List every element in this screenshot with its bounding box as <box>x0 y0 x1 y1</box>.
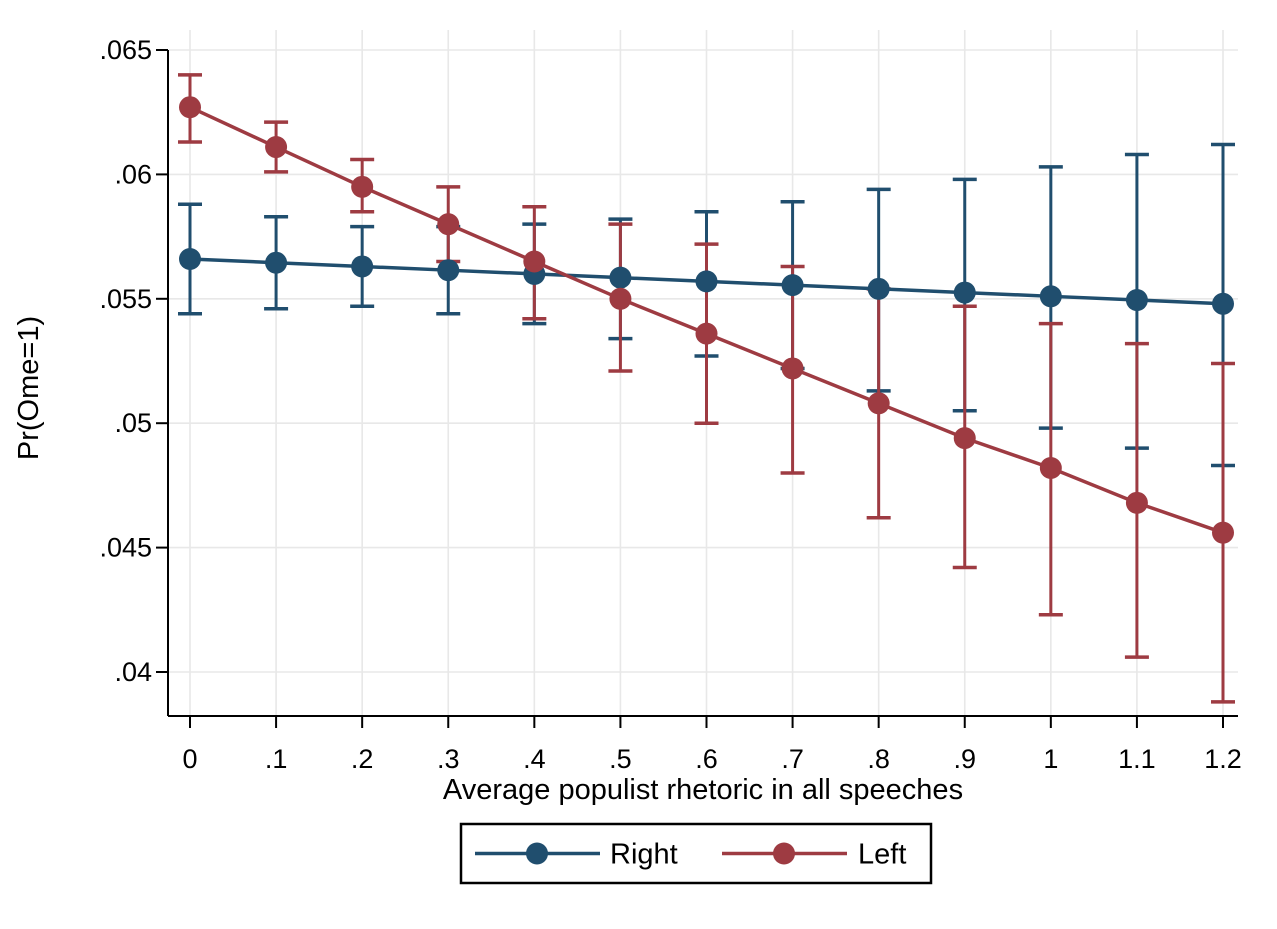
x-tick-label-1.1: 1.1 <box>1118 744 1156 774</box>
y-tick-label-.055: .055 <box>99 284 152 314</box>
markers-left <box>179 96 1234 544</box>
marker-right-0.7 <box>781 274 804 297</box>
marker-right-0.9 <box>953 281 976 304</box>
marker-left-0.2 <box>351 175 374 198</box>
marker-left-0.9 <box>953 427 976 450</box>
x-tick-label-.5: .5 <box>609 744 632 774</box>
x-axis-title: Average populist rhetoric in all speeche… <box>443 774 963 806</box>
marker-right-1 <box>1039 285 1062 308</box>
x-tick-label-.6: .6 <box>695 744 718 774</box>
axes <box>156 49 1238 728</box>
marker-left-0.6 <box>695 322 718 345</box>
marker-left-0.5 <box>609 287 632 310</box>
y-tick-label-.05: .05 <box>114 408 152 438</box>
marker-left-1.2 <box>1212 521 1234 544</box>
y-tick-label-.065: .065 <box>99 35 152 65</box>
legend-marker <box>526 842 548 865</box>
x-tick-label-.8: .8 <box>867 744 890 774</box>
marker-right-0.1 <box>265 251 288 274</box>
y-tick-label-.045: .045 <box>99 533 152 563</box>
legend-item-right: Right <box>475 839 678 871</box>
legend: Right Left <box>459 822 933 885</box>
marker-right-0 <box>179 247 201 270</box>
x-tick-label-.3: .3 <box>437 744 460 774</box>
marker-left-1.1 <box>1125 491 1148 514</box>
x-tick-label-.7: .7 <box>781 744 804 774</box>
marker-left-1 <box>1039 456 1062 479</box>
markers-right <box>179 247 1234 315</box>
marker-right-1.1 <box>1125 289 1148 312</box>
marker-right-0.5 <box>609 266 632 289</box>
marker-right-1.2 <box>1212 292 1234 315</box>
legend-marker <box>773 842 795 865</box>
gridlines <box>169 30 1238 715</box>
marker-left-0.7 <box>781 357 804 380</box>
legend-label-left: Left <box>858 839 906 871</box>
y-tick-label-.06: .06 <box>114 159 152 189</box>
tick-labels: .04 .045 .05 .055 .06 .065 0 .1 .2 .3 .4 .5 .6 .7 .8 .9… <box>99 35 1241 774</box>
legend-label-right: Right <box>610 839 678 871</box>
marker-right-0.2 <box>351 255 374 278</box>
legend-item-left: Left <box>722 839 906 871</box>
marker-left-0.1 <box>265 136 288 159</box>
marker-left-0.3 <box>437 213 460 236</box>
y-tick-label-.04: .04 <box>114 657 152 687</box>
marker-right-0.3 <box>437 259 460 282</box>
x-tick-label-1.2: 1.2 <box>1204 744 1242 774</box>
x-tick-label-.4: .4 <box>523 744 546 774</box>
marker-left-0.4 <box>523 250 546 273</box>
marker-right-0.8 <box>867 277 890 300</box>
x-tick-label-.1: .1 <box>265 744 288 774</box>
marker-right-0.6 <box>695 270 718 293</box>
marker-left-0 <box>179 96 201 119</box>
marker-left-0.8 <box>867 392 890 415</box>
series-markers <box>179 96 1234 544</box>
x-tick-label-.9: .9 <box>953 744 976 774</box>
x-tick-label-1: 1 <box>1043 744 1058 774</box>
x-tick-label-.2: .2 <box>351 744 374 774</box>
x-tick-label-0: 0 <box>182 744 197 774</box>
y-axis-title: Pr(Ome=1) <box>13 316 45 460</box>
